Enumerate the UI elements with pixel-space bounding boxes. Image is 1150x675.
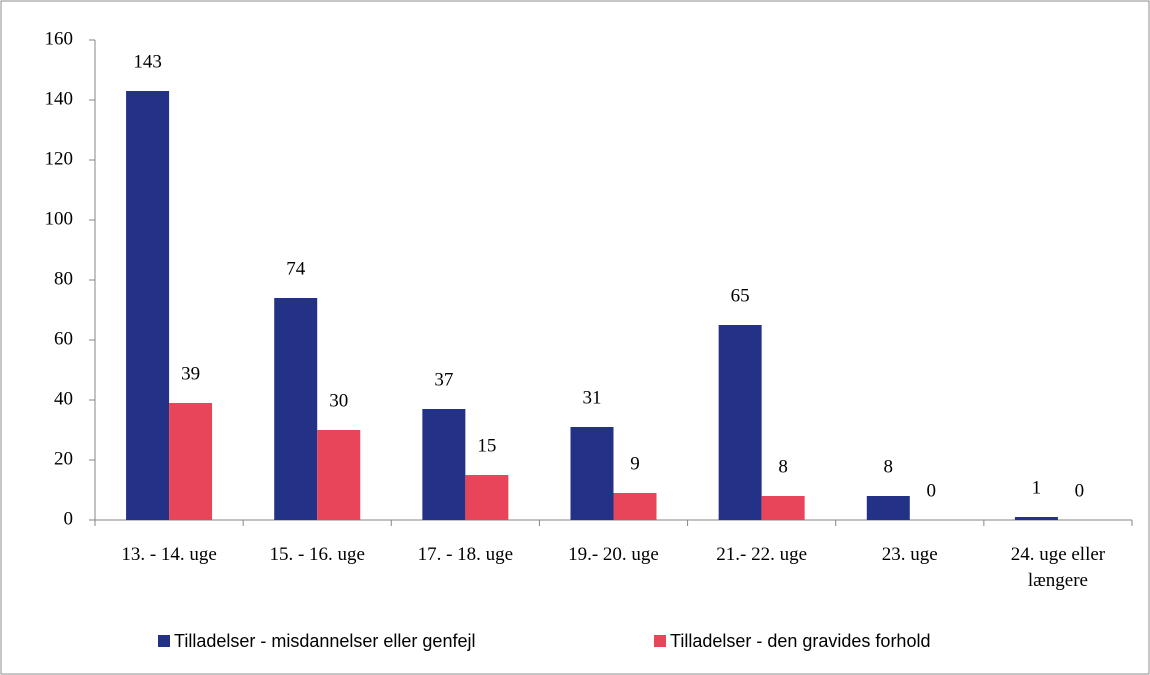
- data-label: 8: [778, 456, 788, 477]
- bar: [1014, 517, 1058, 520]
- bar: [274, 298, 318, 520]
- x-tick-label: 19.- 20. uge: [568, 544, 659, 565]
- y-tick-label: 40: [54, 388, 73, 409]
- legend-swatch: [158, 635, 170, 647]
- bar: [613, 493, 657, 520]
- y-tick-label: 160: [45, 28, 74, 49]
- bar: [866, 496, 910, 520]
- x-tick-label: 21.- 22. uge: [716, 544, 808, 565]
- data-label: 0: [1075, 480, 1085, 501]
- data-label: 74: [286, 258, 306, 279]
- data-label: 143: [133, 51, 162, 72]
- y-tick-label: 80: [54, 268, 73, 289]
- data-label: 9: [630, 453, 640, 474]
- x-tick-label: 23. uge: [881, 544, 938, 565]
- legend-label: Tilladelser - den gravides forhold: [670, 631, 930, 651]
- data-label: 1: [1032, 477, 1042, 498]
- y-tick-label: 100: [45, 208, 74, 229]
- bar: [570, 427, 614, 520]
- data-label: 30: [329, 390, 348, 411]
- data-label: 0: [927, 480, 937, 501]
- x-tick-label: 17. - 18. uge: [417, 544, 514, 565]
- y-tick-label: 140: [45, 88, 74, 109]
- x-tick-label: 24. uge eller længere: [1010, 544, 1106, 591]
- bar: [126, 91, 170, 520]
- data-label: 39: [181, 363, 200, 384]
- y-tick-label: 60: [54, 328, 73, 349]
- bar: [169, 403, 213, 520]
- data-label: 8: [884, 456, 894, 477]
- y-tick-label: 20: [54, 448, 73, 469]
- legend-label: Tilladelser - misdannelser eller genfejl: [174, 631, 475, 651]
- data-label: 31: [583, 387, 602, 408]
- bar: [422, 409, 466, 520]
- x-tick-label: 13. - 14. uge: [121, 544, 217, 565]
- y-tick-label: 0: [64, 508, 74, 529]
- bar: [761, 496, 805, 520]
- y-tick-label: 120: [45, 148, 74, 169]
- bar: [465, 475, 509, 520]
- data-label: 65: [731, 285, 750, 306]
- data-label: 37: [434, 369, 453, 390]
- data-label: 15: [477, 435, 496, 456]
- bar: [718, 325, 762, 520]
- x-tick-label: 15. - 16. uge: [269, 544, 365, 565]
- bar: [317, 430, 361, 520]
- legend-swatch: [654, 635, 666, 647]
